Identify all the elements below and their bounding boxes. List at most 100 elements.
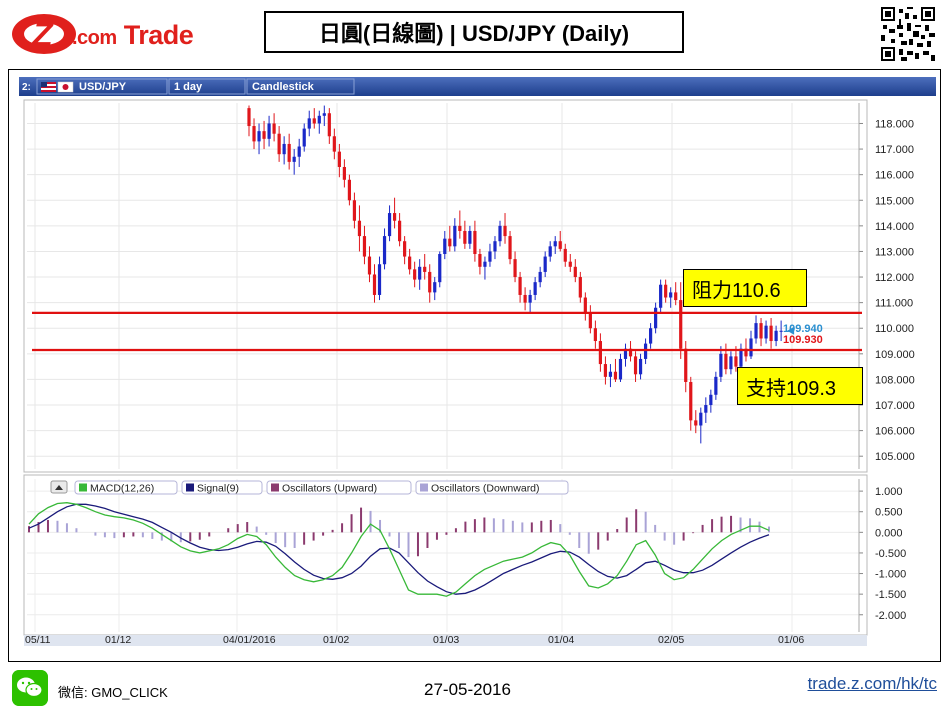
candle: [307, 110, 311, 137]
legend-swatch: [186, 483, 194, 492]
usdjpy-daily-chart[interactable]: 2: USD/JPY 1 day Candlestick 118.000 117.…: [19, 77, 936, 646]
candle: [262, 120, 266, 150]
candle-body: [252, 126, 256, 142]
candle: [252, 118, 256, 150]
candle-body: [664, 284, 668, 298]
candle-body: [483, 261, 487, 267]
candle-body: [493, 241, 497, 252]
candle: [372, 264, 377, 303]
candle-body: [292, 156, 296, 162]
support-resistance-lines: [32, 311, 862, 352]
price-axis: 118.000 117.000 116.000 115.000 114.000 113.0…: [858, 103, 915, 469]
candle-body: [387, 213, 392, 237]
date-tick-label: 01/04: [548, 634, 574, 646]
candle-body: [734, 356, 738, 367]
candle-body: [503, 225, 507, 237]
candle-body: [392, 213, 397, 221]
candle: [769, 317, 773, 349]
symbol-selector[interactable]: [36, 78, 168, 95]
candle-body: [553, 241, 557, 247]
qr-code-icon: [881, 7, 935, 61]
candle-body: [428, 271, 432, 293]
legend-item: MACD(12,26): [74, 480, 178, 495]
candle-body: [307, 118, 311, 129]
candle: [403, 236, 407, 265]
date-tick-label: 01/02: [323, 634, 349, 646]
website-link[interactable]: trade.z.com/hk/tc: [807, 674, 937, 693]
candle: [583, 292, 587, 321]
candle: [739, 343, 743, 370]
candle: [327, 108, 331, 144]
last-price-lower: 109.930: [783, 334, 823, 346]
candle: [332, 128, 336, 160]
candle: [558, 230, 562, 252]
candle: [729, 351, 733, 375]
wechat-id: 微信: GMO_CLICK: [58, 685, 168, 700]
signal-line: [28, 503, 770, 595]
last-price-arrow: [787, 326, 795, 335]
candle-body: [423, 266, 427, 272]
macd-tick-label: 1.000: [875, 486, 903, 498]
legend-swatch: [271, 483, 279, 492]
candle: [699, 407, 703, 444]
price-tick-label: 115.000: [875, 195, 914, 207]
last-price-upper: 109.940: [783, 323, 823, 335]
candle: [508, 230, 512, 265]
chart-style-selector[interactable]: [246, 78, 355, 95]
macd-lines: [28, 502, 770, 597]
candle: [538, 266, 542, 288]
candle: [598, 333, 602, 372]
candle: [257, 123, 261, 155]
candle: [654, 302, 658, 334]
legend-swatch: [420, 483, 428, 492]
candle-body: [347, 179, 351, 201]
candle: [302, 123, 306, 152]
interval-selector[interactable]: [168, 78, 246, 95]
candle-body: [618, 358, 623, 380]
candle: [613, 358, 618, 382]
candle-body: [408, 256, 412, 270]
candle: [468, 225, 472, 249]
candle-body: [558, 241, 562, 249]
legend-chip: [415, 480, 569, 495]
candle: [277, 126, 281, 162]
candle: [714, 371, 718, 400]
macd-histogram: [28, 507, 770, 558]
candle: [418, 259, 422, 290]
candle-body: [247, 108, 251, 127]
price-tick-label: 113.000: [875, 246, 914, 258]
candle: [518, 271, 522, 303]
date-tick-label: 01/12: [105, 634, 131, 646]
candle-body: [709, 394, 713, 406]
candle-body: [267, 123, 271, 139]
legend-chip: [181, 480, 263, 495]
candle-body: [538, 271, 542, 283]
wechat-icon[interactable]: [12, 670, 48, 706]
candle-body: [372, 274, 377, 295]
candle: [669, 287, 673, 308]
candle: [528, 289, 532, 313]
candle: [392, 197, 397, 229]
candle-body: [367, 256, 372, 275]
candle: [382, 228, 387, 270]
macd-axis: 1.000 0.500 0.000 -0.500 -1.000 -1.500 -2.000: [858, 479, 906, 632]
candle: [754, 315, 758, 344]
candle-body: [764, 325, 768, 339]
date-tick-label: 04/01/2016: [223, 634, 276, 646]
candle: [694, 410, 698, 434]
candle-body: [588, 312, 592, 329]
japan-flag-icon: [57, 81, 74, 93]
price-tick-label: 108.000: [875, 374, 915, 386]
report-date: 27-05-2016: [424, 680, 511, 699]
candle: [749, 330, 753, 359]
macd-panel: [23, 474, 868, 636]
legend-swatch: [79, 483, 87, 492]
price-tick-label: 117.000: [875, 144, 914, 156]
price-tick-label: 118.000: [875, 118, 914, 130]
candle-body: [674, 292, 678, 301]
candle: [352, 192, 357, 229]
candle: [292, 149, 296, 175]
candle-body: [438, 254, 442, 283]
candle-body: [654, 307, 658, 329]
candle-body: [463, 230, 467, 244]
